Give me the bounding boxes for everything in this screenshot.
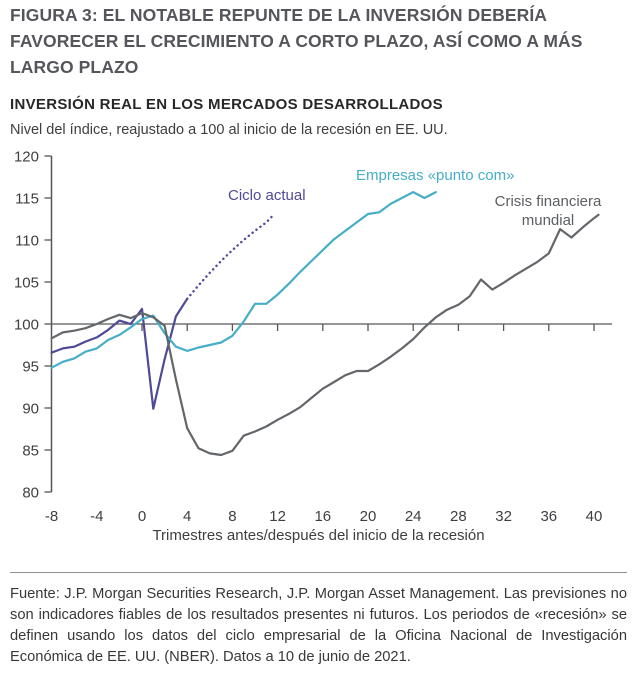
svg-text:36: 36 [540, 508, 557, 525]
svg-text:20: 20 [360, 508, 377, 525]
svg-text:32: 32 [495, 508, 512, 525]
svg-text:28: 28 [450, 508, 467, 525]
svg-text:-8: -8 [45, 508, 58, 525]
svg-text:120: 120 [14, 150, 39, 166]
svg-text:80: 80 [22, 485, 39, 502]
series-label-crisis-financiera-mundial: Crisis financiera mundial [494, 193, 602, 229]
source-note: Fuente: J.P. Morgan Securities Research,… [10, 586, 627, 665]
svg-text:8: 8 [228, 508, 236, 525]
svg-text:110: 110 [15, 233, 39, 250]
svg-text:115: 115 [15, 191, 39, 208]
series-label-ciclo-actual: Ciclo actual [228, 187, 306, 204]
svg-text:95: 95 [22, 359, 39, 376]
chart-canvas: 80 85 90 95 100 105 110 115 120 -8 -4 0 4 8 12 16 20 24 28… [14, 150, 612, 525]
svg-text:24: 24 [405, 508, 422, 525]
svg-text:85: 85 [22, 443, 39, 460]
x-axis-title: Trimestres antes/después del inicio de l… [152, 527, 485, 544]
svg-text:90: 90 [22, 401, 39, 418]
svg-text:12: 12 [269, 508, 286, 525]
svg-text:40: 40 [586, 508, 603, 525]
line-chart: 80 85 90 95 100 105 110 115 120 -8 -4 0 4 8 12 16 20 24 28… [0, 150, 637, 555]
svg-text:4: 4 [183, 508, 191, 525]
footer-divider [10, 572, 627, 573]
svg-text:16: 16 [314, 508, 331, 525]
series-label-empresas-punto-com: Empresas «punto com» [356, 167, 515, 184]
svg-text:0: 0 [138, 508, 146, 525]
chart-unit-note: Nivel del índice, reajustado a 100 al in… [10, 122, 448, 138]
chart-subtitle: INVERSIÓN REAL EN LOS MERCADOS DESARROLL… [10, 96, 443, 113]
svg-text:-4: -4 [90, 508, 103, 525]
figure-title: FIGURA 3: EL NOTABLE REPUNTE DE LA INVER… [10, 5, 583, 77]
svg-text:100: 100 [14, 317, 39, 334]
svg-text:105: 105 [14, 275, 39, 292]
